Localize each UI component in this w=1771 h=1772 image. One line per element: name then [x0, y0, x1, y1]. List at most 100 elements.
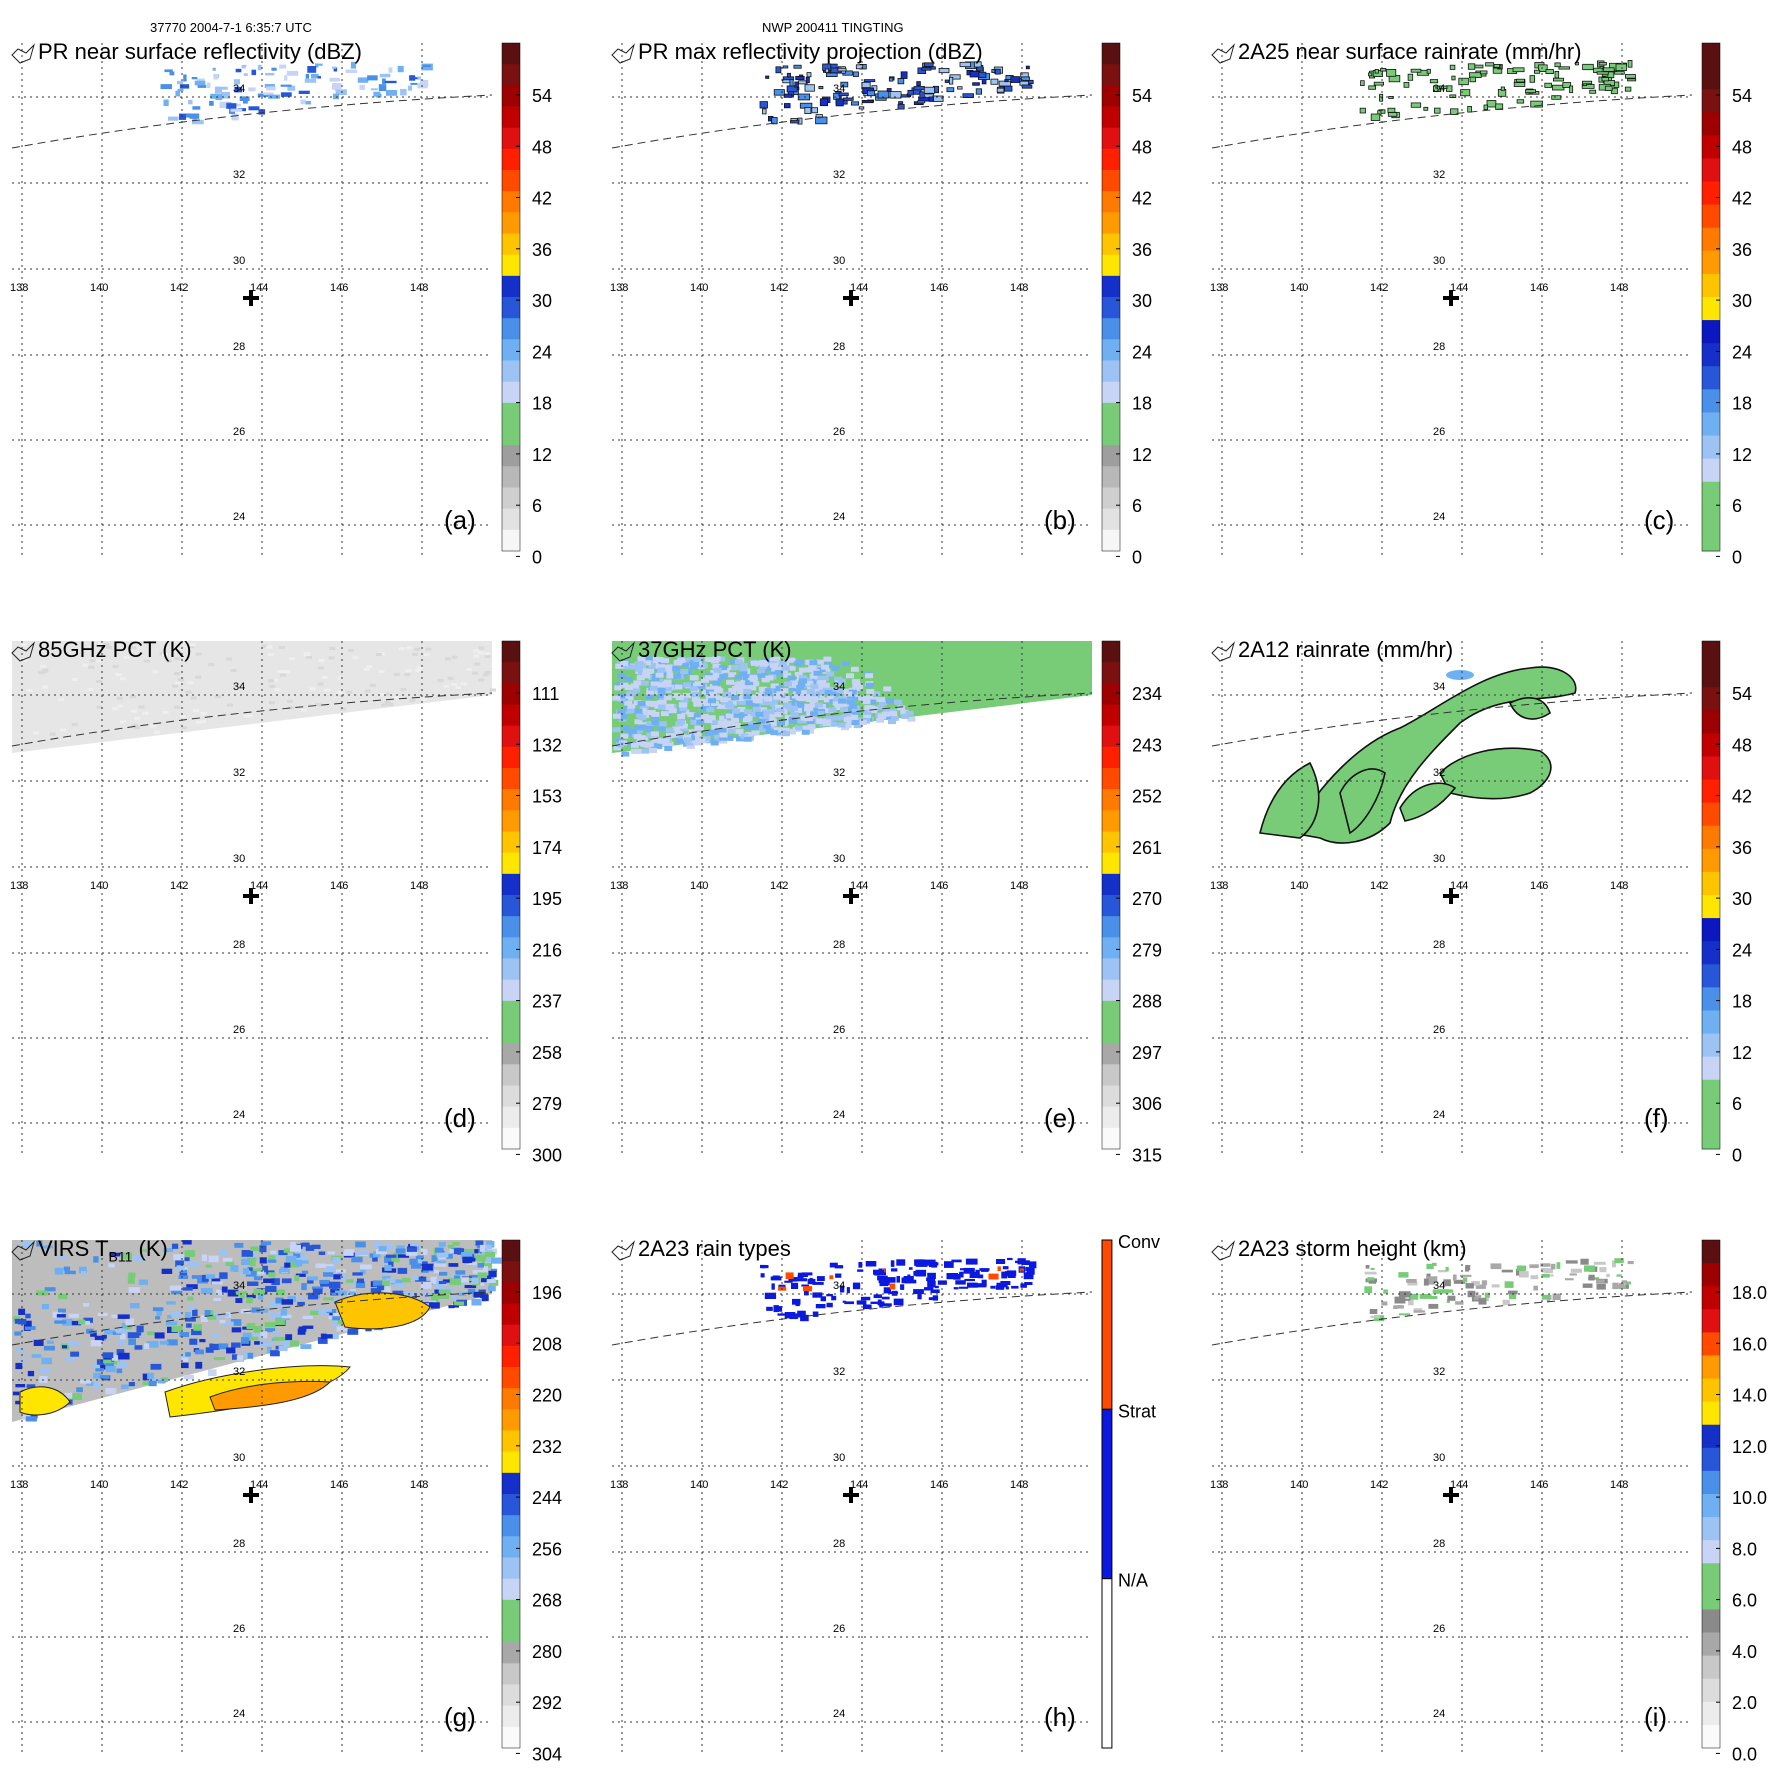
panel-a: 138 140 142 144 146 148 34 32 30 28 26 24 54 48 42 36 30…	[0, 35, 552, 575]
colorbar-segment	[502, 1472, 520, 1495]
colorbar-tick-label: 195	[532, 889, 562, 909]
colorbar-tick-label: 30	[1732, 889, 1752, 909]
colorbar-segment	[1101, 1239, 1113, 1410]
lon-tick-label: 142	[1370, 282, 1388, 294]
colorbar-segment	[1102, 916, 1120, 938]
colorbar-tick-label: 256	[532, 1539, 562, 1559]
colorbar-segment	[502, 1494, 520, 1516]
lon-tick-label: 148	[1010, 1479, 1028, 1491]
lon-tick-label: 140	[690, 880, 708, 892]
colorbar-segment	[1702, 66, 1720, 90]
colorbar-segment	[502, 466, 520, 488]
lat-tick-label: 34	[233, 681, 245, 693]
colorbar-segment	[1102, 360, 1120, 383]
colorbar-segment	[502, 402, 520, 425]
colorbar-segment	[502, 212, 520, 234]
colorbar-segment	[1702, 895, 1720, 919]
coastline	[611, 641, 636, 662]
colorbar-tick-label: 234	[1132, 684, 1162, 704]
colorbar-segment	[1702, 458, 1720, 483]
lat-tick-label: 26	[233, 426, 245, 438]
colorbar-tick-label: N/A	[1118, 1571, 1148, 1591]
colorbar-segment	[502, 275, 520, 298]
panel-label: (a)	[444, 505, 476, 535]
colorbar-tick-label: 14.0	[1732, 1386, 1767, 1406]
colorbar-tick-label: 30	[1732, 291, 1752, 311]
lon-tick-label: 148	[1610, 282, 1628, 294]
lat-tick-label: 26	[833, 1024, 845, 1036]
panel-h: 138 140 142 144 146 148 34 32 30 28 26 24 Conv Strat N…	[600, 1232, 1160, 1772]
colorbar-segment	[502, 1621, 520, 1643]
colorbar-tick-label: 16.0	[1732, 1334, 1767, 1354]
storm-center-cross	[1443, 888, 1459, 904]
lon-tick-label: 140	[90, 282, 108, 294]
colorbar-border	[1101, 640, 1121, 1150]
colorbar-segment	[1102, 64, 1120, 86]
lon-tick-label: 144	[850, 1479, 868, 1491]
colorbar-tick-label: 268	[532, 1591, 562, 1611]
colorbar-tick-label: 244	[532, 1488, 562, 1508]
colorbar-tick-label: 315	[1132, 1145, 1162, 1165]
lat-tick-label: 32	[233, 1366, 245, 1378]
colorbar-segment	[502, 1106, 520, 1129]
colorbar-segment	[1702, 1586, 1720, 1610]
lon-tick-label: 142	[770, 880, 788, 892]
colorbar-segment	[502, 916, 520, 938]
panel-f: 138 140 142 144 146 148 34 32 30 28 26 24 54 48 42 36 30…	[1200, 633, 1752, 1173]
colorbar-segment	[502, 381, 520, 404]
colorbar-segment	[1702, 1355, 1720, 1380]
colorbar-segment	[1102, 297, 1120, 319]
data-field	[1259, 666, 1577, 844]
lat-tick-label: 34	[233, 83, 245, 95]
lon-tick-label: 146	[330, 1479, 348, 1491]
lon-tick-label: 142	[770, 1479, 788, 1491]
colorbar-segment	[1102, 275, 1120, 298]
lat-tick-label: 28	[833, 939, 845, 951]
colorbar-tick-label: 132	[532, 735, 562, 755]
colorbar-segment	[1702, 504, 1720, 529]
colorbar-tick-label: 36	[532, 240, 552, 260]
colorbar-segment	[502, 508, 520, 531]
colorbar-segment	[502, 1515, 520, 1537]
data-field	[12, 641, 496, 753]
lon-tick-label: 146	[930, 880, 948, 892]
panel-title-main: VIRS T	[38, 1236, 109, 1261]
colorbar-segment	[502, 1578, 520, 1601]
colorbar-segment	[502, 1043, 520, 1065]
colorbar-tick-label: 42	[1732, 189, 1752, 209]
colorbar-segment	[502, 683, 520, 705]
colorbar-segment	[502, 641, 520, 663]
colorbar-segment	[1102, 254, 1120, 277]
colorbar-segment	[1702, 1678, 1720, 1703]
lon-tick-label: 148	[410, 880, 428, 892]
colorbar-segment	[502, 1430, 520, 1453]
lon-tick-label: 142	[770, 282, 788, 294]
colorbar-segment	[1702, 181, 1720, 206]
colorbar-segment	[1702, 779, 1720, 804]
colorbar-segment	[1702, 964, 1720, 988]
colorbar-tick-label: 48	[1732, 735, 1752, 755]
colorbar-tick-label: 297	[1132, 1043, 1162, 1063]
colorbar-tick-label: 48	[1732, 137, 1752, 157]
lat-tick-label: 28	[1433, 341, 1445, 353]
colorbar-tick-label: 0.0	[1732, 1744, 1757, 1764]
colorbar-segment	[502, 1705, 520, 1728]
colorbar-segment	[502, 339, 520, 361]
colorbar-tick-label: Strat	[1118, 1401, 1156, 1421]
swath-boundary-line	[11, 94, 493, 149]
swath-boundary-line	[611, 1291, 1093, 1346]
lat-tick-label: 24	[1433, 1708, 1445, 1720]
colorbar-segment	[1702, 1033, 1720, 1058]
colorbar-segment	[1702, 756, 1720, 781]
storm-center-cross	[243, 888, 259, 904]
lon-tick-label: 144	[850, 282, 868, 294]
lon-tick-label: 148	[1610, 880, 1628, 892]
colorbar-segment	[1702, 1309, 1720, 1333]
lat-tick-label: 24	[833, 511, 845, 523]
colorbar-segment	[1702, 848, 1720, 873]
colorbar-segment	[1702, 250, 1720, 275]
colorbar-tick-label: 12.0	[1732, 1437, 1767, 1457]
colorbar-segment	[502, 127, 520, 150]
colorbar-border	[1701, 42, 1721, 552]
lat-tick-label: 28	[833, 341, 845, 353]
